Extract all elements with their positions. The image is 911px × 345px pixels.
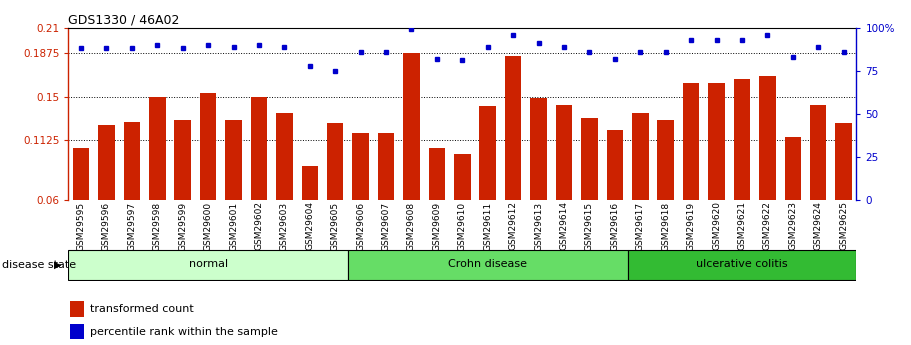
Bar bbox=[505, 56, 521, 269]
Bar bbox=[404, 53, 420, 269]
Bar bbox=[251, 97, 267, 269]
Bar bbox=[353, 134, 369, 269]
Bar bbox=[759, 76, 775, 269]
Text: disease state: disease state bbox=[2, 260, 76, 270]
Bar bbox=[784, 137, 801, 269]
Bar bbox=[530, 98, 547, 269]
Bar bbox=[98, 125, 115, 269]
Bar bbox=[835, 123, 852, 269]
Bar bbox=[658, 120, 674, 269]
Bar bbox=[70, 324, 84, 339]
Bar bbox=[70, 301, 84, 317]
FancyBboxPatch shape bbox=[628, 250, 856, 279]
Text: GDS1330 / 46A02: GDS1330 / 46A02 bbox=[68, 13, 179, 27]
Text: transformed count: transformed count bbox=[90, 304, 194, 314]
FancyBboxPatch shape bbox=[68, 250, 348, 279]
Bar bbox=[429, 148, 445, 269]
Bar bbox=[683, 83, 700, 269]
Bar bbox=[479, 106, 496, 269]
Bar bbox=[378, 134, 394, 269]
Bar bbox=[454, 154, 471, 269]
Text: ulcerative colitis: ulcerative colitis bbox=[696, 259, 788, 269]
Bar bbox=[200, 93, 217, 269]
Bar bbox=[556, 105, 572, 269]
Bar bbox=[708, 83, 725, 269]
Bar bbox=[302, 166, 318, 269]
FancyBboxPatch shape bbox=[348, 250, 628, 279]
Text: normal: normal bbox=[189, 259, 228, 269]
Text: Crohn disease: Crohn disease bbox=[448, 259, 527, 269]
Bar bbox=[581, 118, 598, 269]
Bar bbox=[327, 123, 343, 269]
Bar bbox=[632, 113, 649, 269]
Bar bbox=[607, 130, 623, 269]
Bar bbox=[149, 97, 166, 269]
Bar bbox=[276, 113, 292, 269]
Bar bbox=[225, 120, 241, 269]
Bar bbox=[733, 79, 751, 269]
Bar bbox=[810, 105, 826, 269]
Bar bbox=[174, 120, 191, 269]
Bar bbox=[124, 122, 140, 269]
Bar bbox=[73, 148, 89, 269]
Text: percentile rank within the sample: percentile rank within the sample bbox=[90, 327, 278, 337]
Text: ▶: ▶ bbox=[55, 260, 62, 270]
